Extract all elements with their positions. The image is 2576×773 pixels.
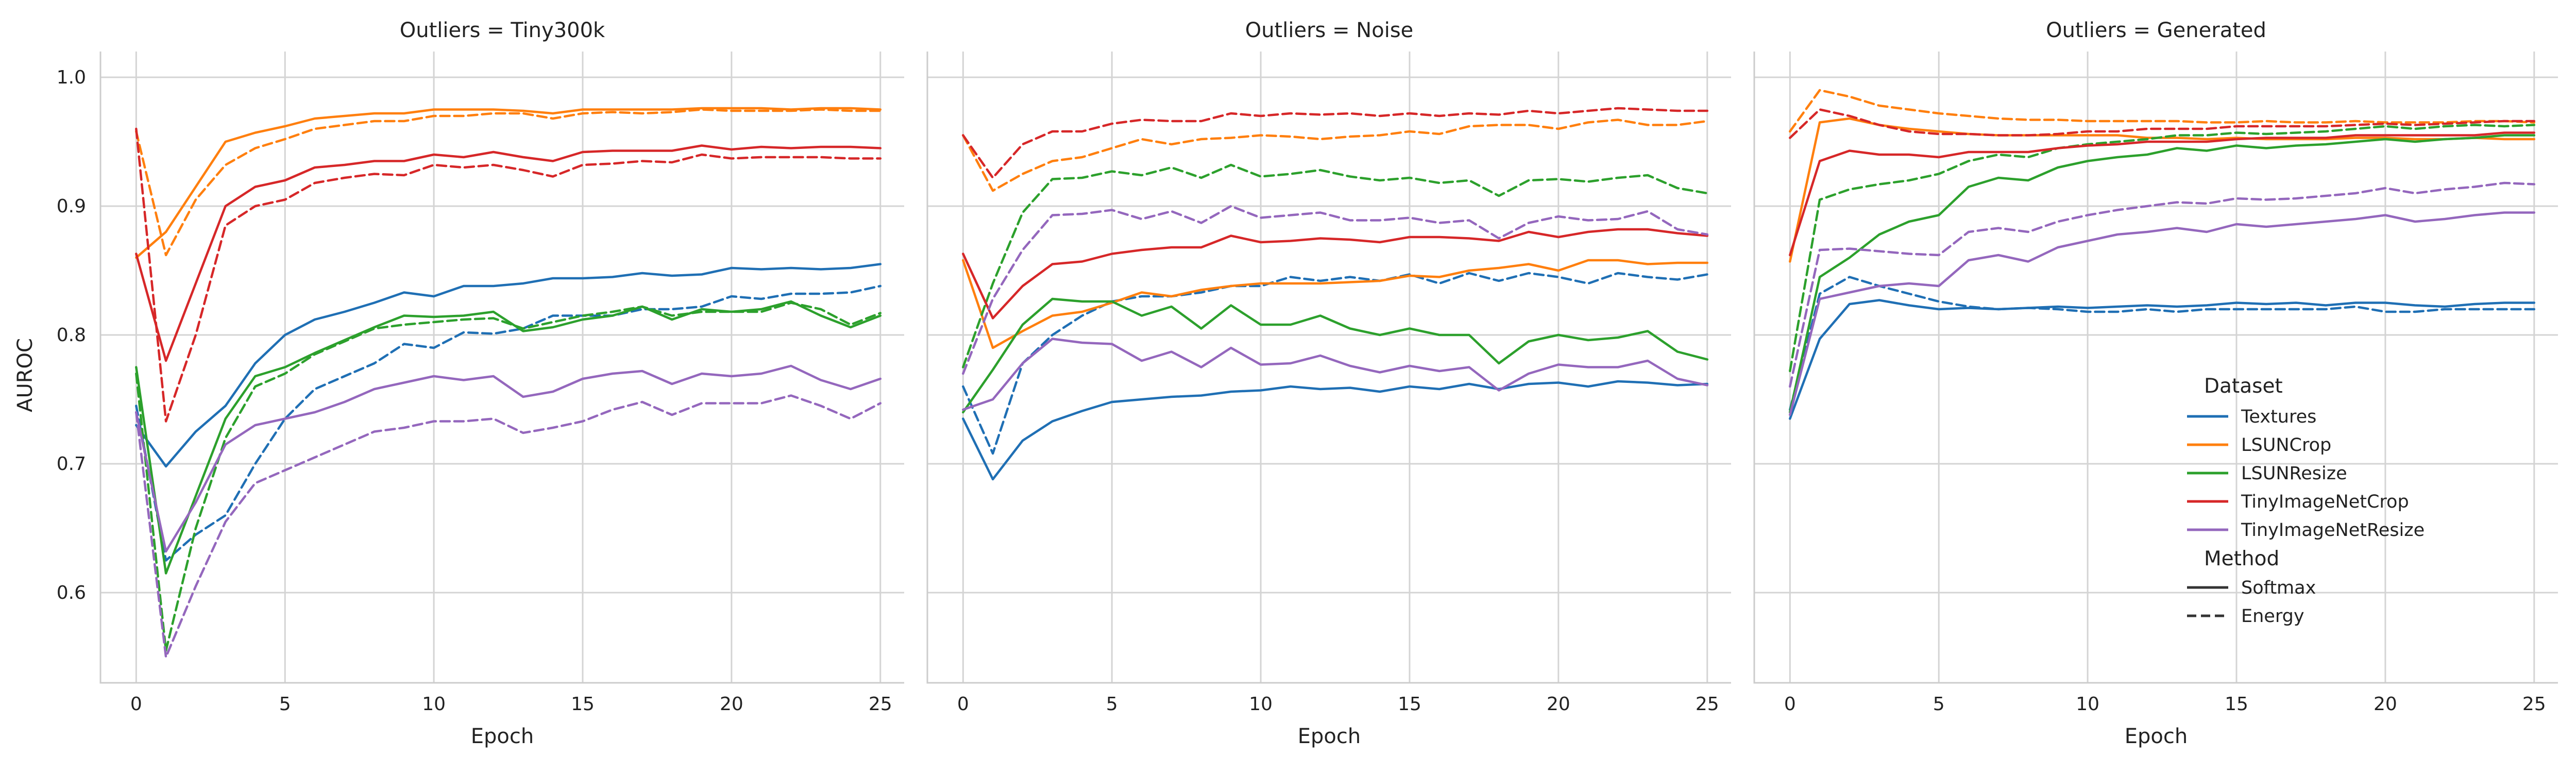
panel-outliers-noise: 0 5 10 15 20 25 Epoch Outliers = Noise [926, 19, 1731, 748]
x-tick-label: 25 [2522, 694, 2546, 715]
series-line-lsunresize-energy [1789, 124, 2536, 373]
series-line-tinyimagenetcrop-softmax [1789, 131, 2536, 257]
series-line-tinyimagenetcrop-softmax [962, 228, 1709, 320]
x-tick-label: 20 [1547, 694, 1570, 715]
series-line-lsuncrop-softmax [962, 259, 1709, 349]
series-line-tinyimagenetresize-energy [135, 394, 882, 659]
x-tick-label: 10 [2076, 694, 2099, 715]
legend-entry-softmax: Softmax [2241, 578, 2316, 598]
panel-title: Outliers = Generated [2046, 19, 2266, 42]
series-line-lsunresize-energy [962, 163, 1709, 368]
series-line-tinyimagenetcrop-softmax [135, 144, 882, 362]
legend-entry-textures: Textures [2241, 407, 2316, 427]
legend-entry-lsunresize: LSUNResize [2241, 463, 2347, 484]
y-tick-label: 0.9 [57, 196, 86, 217]
legend-title-dataset: Dataset [2204, 375, 2283, 398]
panel-outliers-generated: 0 5 10 15 20 25 Epoch Outliers = Generated [1753, 19, 2558, 748]
series-line-lsunresize-softmax [135, 300, 882, 575]
y-tick-label: 0.6 [57, 582, 86, 603]
series-line-lsuncrop-energy [1789, 89, 2536, 133]
panel-outliers-tiny300k: 0 5 10 15 20 25 0.6 0.7 0.8 0.9 1.0 Epoch Outliers =… [57, 19, 904, 748]
x-axis-label: Epoch [1298, 725, 1361, 748]
series-line-lsunresize-softmax [962, 297, 1709, 414]
panel-title: Outliers = Noise [1245, 19, 1414, 42]
x-tick-label: 10 [422, 694, 446, 715]
panel-title: Outliers = Tiny300k [400, 19, 605, 42]
x-tick-label: 15 [1398, 694, 1421, 715]
series-line-tinyimagenetresize-softmax [962, 338, 1709, 411]
x-tick-label: 25 [1696, 694, 1719, 715]
x-axis-label: Epoch [2125, 725, 2188, 748]
x-tick-label: 10 [1249, 694, 1273, 715]
y-tick-label: 1.0 [57, 67, 86, 88]
legend-entry-energy: Energy [2241, 606, 2304, 627]
series-line-tinyimagenetresize-softmax [1789, 211, 2536, 416]
legend-title-method: Method [2204, 547, 2279, 570]
series-line-lsuncrop-energy [962, 119, 1709, 192]
legend-entry-tinyimagenetresize: TinyImageNetResize [2241, 520, 2425, 541]
series-line-tinyimagenetcrop-energy [1789, 108, 2536, 139]
legend: Dataset Textures LSUNCrop LSUNResize TinyIma… [2187, 375, 2425, 627]
series-line-tinyimagenetcrop-energy [962, 107, 1709, 179]
legend-entry-tinyimagenetcrop: TinyImageNetCrop [2241, 492, 2409, 512]
x-tick-label: 5 [1106, 694, 1118, 715]
axis-spine [926, 52, 1731, 684]
series-line-textures-energy [1789, 276, 2536, 411]
y-tick-label: 0.7 [57, 453, 86, 475]
x-tick-label: 15 [2225, 694, 2248, 715]
axis-spine [1753, 52, 2558, 684]
series-line-textures-softmax [135, 263, 882, 468]
x-tick-label: 5 [1933, 694, 1945, 715]
y-tick-label: 0.8 [57, 325, 86, 346]
series-line-tinyimagenetresize-energy [1789, 181, 2536, 388]
x-axis-label: Epoch [471, 725, 534, 748]
y-axis-label: AUROC [13, 338, 37, 412]
axis-spine [99, 52, 904, 684]
x-tick-label: 5 [279, 694, 291, 715]
series-line-tinyimagenetresize-softmax [135, 364, 882, 553]
series-line-textures-softmax [962, 380, 1709, 481]
x-tick-label: 25 [869, 694, 892, 715]
x-tick-label: 20 [2374, 694, 2397, 715]
x-tick-label: 0 [957, 694, 969, 715]
series-line-lsunresize-softmax [1789, 134, 2536, 414]
panels: 0 5 10 15 20 25 0.6 0.7 0.8 0.9 1.0 Epoch Outliers =… [57, 19, 2558, 748]
series-line-textures-energy [962, 272, 1709, 455]
series-line-textures-energy [135, 284, 882, 562]
series-line-tinyimagenetresize-energy [962, 205, 1709, 375]
series-line-tinyimagenetcrop-energy [135, 127, 882, 423]
x-tick-label: 20 [720, 694, 743, 715]
legend-entry-lsuncrop: LSUNCrop [2241, 435, 2331, 456]
x-tick-label: 0 [130, 694, 142, 715]
series-line-lsunresize-energy [135, 301, 882, 652]
x-tick-label: 15 [571, 694, 595, 715]
series-line-lsuncrop-softmax [135, 107, 882, 259]
x-tick-label: 0 [1784, 694, 1796, 715]
series-line-textures-softmax [1789, 299, 2536, 420]
